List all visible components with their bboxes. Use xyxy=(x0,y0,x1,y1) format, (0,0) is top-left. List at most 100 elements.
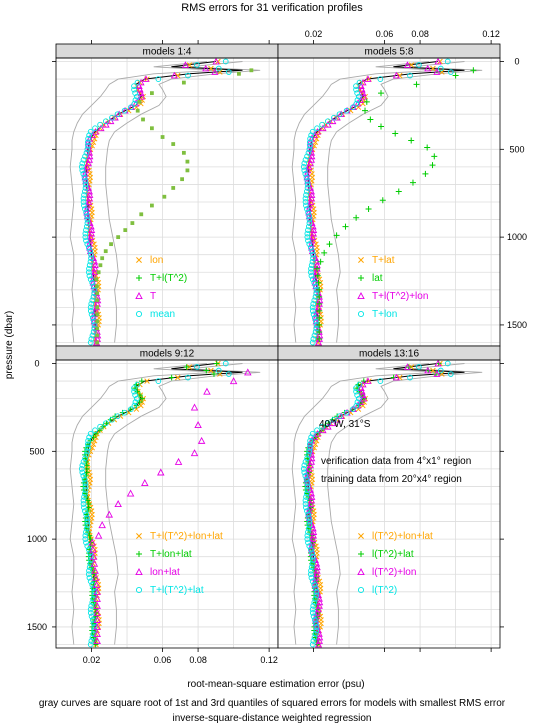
plus-marker xyxy=(316,307,323,314)
circle-marker xyxy=(309,641,316,648)
circle-marker xyxy=(83,223,90,230)
plus-marker xyxy=(365,206,372,213)
circle-marker xyxy=(103,118,109,125)
quantile-curve-high xyxy=(327,61,483,343)
x-marker xyxy=(136,533,142,539)
circle-marker xyxy=(82,153,88,160)
circle-marker xyxy=(306,213,312,219)
x-tick-label-top: 0.02 xyxy=(305,29,323,39)
x-marker xyxy=(174,374,181,381)
legend-label: l(T^2) xyxy=(372,585,397,596)
triangle-marker xyxy=(135,292,143,300)
circle-marker xyxy=(416,62,422,68)
circle-marker xyxy=(304,188,310,195)
circle-marker xyxy=(350,104,356,111)
circle-marker xyxy=(222,360,229,367)
plus-marker xyxy=(358,275,364,281)
triangle-marker xyxy=(314,430,322,437)
circle-marker xyxy=(121,107,128,114)
triangle-marker xyxy=(190,449,199,457)
circle-marker xyxy=(82,480,89,486)
circle-marker xyxy=(302,459,309,465)
x-marker xyxy=(144,378,150,384)
panel: models 5:8 T+lat lat T+l(T^2)+lon T+lon xyxy=(277,43,501,347)
x-marker xyxy=(430,367,436,374)
circle-marker xyxy=(92,427,98,434)
circle-marker xyxy=(336,111,343,118)
circle-marker xyxy=(83,539,89,546)
plus-marker xyxy=(316,321,323,328)
circle-marker xyxy=(301,462,308,469)
triangle-marker xyxy=(93,608,101,616)
legend: T+l(T^2)+lon+lat T+lon+lat lon+lat T+l(T^2)… xyxy=(135,531,223,596)
circle-marker xyxy=(89,634,96,641)
circle-marker xyxy=(87,248,94,255)
legend-label: l(T^2)+lat xyxy=(372,549,414,560)
circle-marker xyxy=(80,199,87,205)
circle-marker xyxy=(311,332,318,339)
plus-marker xyxy=(315,279,322,286)
square-marker xyxy=(100,256,105,261)
plus-marker xyxy=(342,223,349,230)
circle-marker xyxy=(84,515,90,521)
circle-marker xyxy=(83,525,90,532)
circle-marker xyxy=(114,111,121,118)
triangle-marker xyxy=(310,528,318,535)
plus-marker xyxy=(316,335,323,342)
circle-marker xyxy=(308,132,315,139)
plus-marker xyxy=(314,272,321,279)
circle-marker xyxy=(128,406,134,413)
triangle-marker xyxy=(316,331,324,339)
circle-marker xyxy=(312,595,319,602)
triangle-marker xyxy=(424,64,432,72)
x-marker xyxy=(91,136,98,142)
triangle-marker xyxy=(190,403,199,411)
square-marker xyxy=(98,263,103,268)
triangle-marker xyxy=(313,563,321,571)
x-tick-label-top: 0.12 xyxy=(482,29,500,39)
circle-marker xyxy=(304,153,310,160)
circle-marker xyxy=(357,586,365,594)
circle-marker xyxy=(86,574,93,581)
triangle-marker xyxy=(115,110,123,118)
circle-marker xyxy=(357,310,365,318)
plus-marker xyxy=(358,551,364,557)
triangle-marker xyxy=(244,368,252,376)
square-marker xyxy=(150,126,154,131)
plus-marker xyxy=(316,328,323,335)
plus-marker xyxy=(139,395,145,402)
circle-marker xyxy=(82,490,88,497)
circle-marker xyxy=(97,423,103,430)
circle-marker xyxy=(313,318,319,325)
circle-marker xyxy=(308,574,315,581)
circle-marker xyxy=(304,234,311,240)
circle-marker xyxy=(79,160,86,167)
plus-marker xyxy=(304,490,310,497)
circle-marker xyxy=(302,199,309,205)
circle-marker xyxy=(308,269,314,276)
circle-marker xyxy=(82,487,89,493)
circle-marker xyxy=(304,206,310,212)
x-tick-label-top: 0.06 xyxy=(376,29,394,39)
plus-marker xyxy=(367,116,374,123)
plus-marker xyxy=(97,427,103,434)
circle-marker xyxy=(91,322,98,328)
triangle-marker xyxy=(311,275,319,283)
circle-marker xyxy=(308,571,314,578)
circle-marker xyxy=(82,455,88,462)
circle-marker xyxy=(353,86,359,93)
circle-marker xyxy=(82,178,89,184)
circle-marker xyxy=(87,550,94,557)
circle-marker xyxy=(134,79,141,86)
circle-marker xyxy=(325,118,331,125)
circle-marker xyxy=(310,336,317,342)
panel-strip-label: models 9:12 xyxy=(140,349,195,360)
triangle-marker xyxy=(89,552,98,560)
legend-label: T+lon+lat xyxy=(150,549,192,560)
quantile-curve-low xyxy=(69,363,216,645)
circle-marker xyxy=(308,265,314,272)
circle-marker xyxy=(86,272,93,279)
triangle-marker xyxy=(319,426,327,434)
